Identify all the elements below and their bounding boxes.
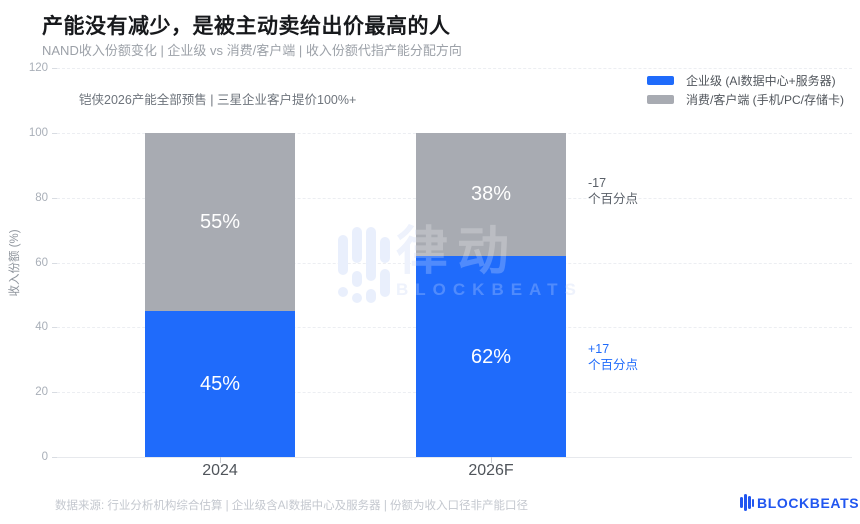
bar-segment-label: 38% <box>470 183 512 206</box>
chart-annotation: 铠侠2026产能全部预售 | 三星企业客户提价100%+ <box>79 93 357 107</box>
watermark-soundbars-icon <box>338 227 392 303</box>
bar-segment-2024-1: 55% <box>145 132 295 312</box>
chart-title: 产能没有减少，是被主动卖给出价最高的人 <box>42 15 451 38</box>
x-tick-mark <box>220 457 221 463</box>
legend-swatch-consumer <box>647 95 674 104</box>
delta-annotation-consumer: -17 个百分点 <box>588 176 639 206</box>
bar-segment-label: 45% <box>199 373 241 396</box>
y-tick-label: 20 <box>35 386 48 399</box>
y-tick-label: 120 <box>28 62 48 74</box>
y-tick-label: 0 <box>41 451 48 463</box>
gridline <box>57 68 852 69</box>
y-tick-mark <box>52 392 57 394</box>
bar-segment-2024-0: 45% <box>145 311 295 457</box>
bar-segment-2026F-0: 62% <box>416 256 566 457</box>
bar-segment-label: 62% <box>470 345 512 368</box>
data-source-note: 数据来源: 行业分析机构综合估算 | 企业级含AI数据中心及服务器 | 份额为收… <box>55 500 529 512</box>
legend-swatch-enterprise <box>647 76 674 85</box>
y-tick-mark <box>52 68 57 69</box>
legend-item-consumer: 消费/客户端 (手机/PC/存储卡) <box>647 93 844 107</box>
y-axis-title: 收入份额 (%) <box>9 229 21 297</box>
y-tick-mark <box>52 457 57 458</box>
blockbeats-logo: BLOCKBEATS <box>740 494 859 511</box>
legend-label-enterprise: 企业级 (AI数据中心+服务器) <box>686 74 836 88</box>
blockbeats-wordmark: BLOCKBEATS <box>757 494 860 511</box>
legend: 企业级 (AI数据中心+服务器) 消费/客户端 (手机/PC/存储卡) <box>647 74 844 107</box>
legend-label-consumer: 消费/客户端 (手机/PC/存储卡) <box>686 93 844 107</box>
watermark-over: 律动 BLOCKBEATS <box>396 223 583 299</box>
y-tick-mark <box>52 132 57 134</box>
bar-segment-label: 55% <box>199 210 241 233</box>
y-tick-mark <box>52 262 57 264</box>
legend-item-enterprise: 企业级 (AI数据中心+服务器) <box>647 74 844 88</box>
x-axis-line <box>57 457 852 458</box>
y-tick-label: 100 <box>28 126 48 139</box>
y-tick-mark <box>52 327 57 329</box>
x-tick-mark <box>491 457 492 463</box>
blockbeats-bars-icon <box>740 494 754 511</box>
y-tick-label: 80 <box>35 191 48 204</box>
chart-subtitle: NAND收入份额变化 | 企业级 vs 消费/客户端 | 收入份额代指产能分配方… <box>42 43 462 58</box>
y-tick-label: 60 <box>35 256 48 269</box>
x-category-label: 2024 <box>202 462 238 479</box>
y-tick-label: 40 <box>35 321 48 334</box>
y-tick-mark <box>52 197 57 199</box>
bar-segment-2026F-1: 38% <box>416 132 566 256</box>
x-category-label: 2026F <box>468 462 514 479</box>
delta-annotation-enterprise: +17 个百分点 <box>588 342 639 372</box>
